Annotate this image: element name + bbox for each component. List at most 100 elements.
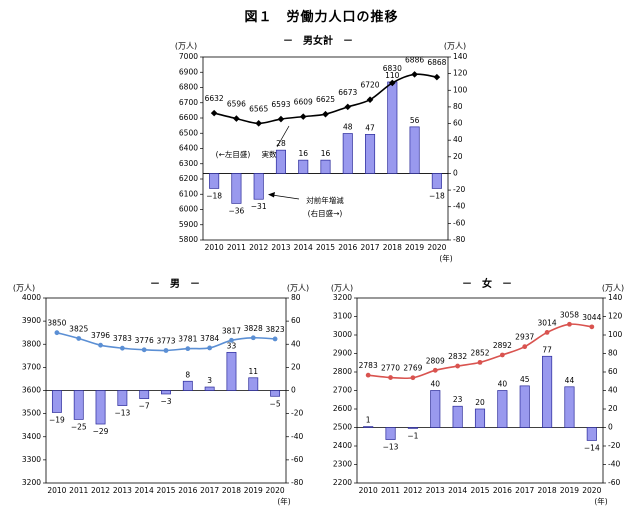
chart-title: － 女 － — [462, 277, 512, 290]
actual-point — [344, 103, 352, 111]
change-bar — [320, 159, 331, 174]
right-tick-label: -40 — [608, 460, 620, 469]
right-tick-label: 40 — [291, 339, 301, 348]
x-tick-label: 2012 — [249, 243, 268, 252]
right-tick-label: 120 — [453, 69, 468, 78]
left-tick-label: 2200 — [333, 478, 352, 487]
right-tick-label: 20 — [453, 152, 463, 161]
actual-point — [207, 345, 213, 351]
actual-point — [141, 347, 147, 353]
x-tick-label: 2013 — [426, 486, 445, 495]
right-tick-label: 60 — [291, 316, 301, 325]
change-bar — [182, 380, 193, 391]
actual-point — [499, 352, 505, 358]
left-tick-label: 2700 — [333, 386, 352, 395]
actual-point — [432, 367, 438, 373]
left-tick-label: 2300 — [333, 460, 352, 469]
change-bar-label: 110 — [385, 71, 400, 80]
left-axis-unit: (万人) — [175, 42, 197, 51]
change-bar-label: −13 — [114, 409, 130, 418]
x-tick-label: 2010 — [47, 486, 66, 495]
change-bar-label: −25 — [71, 422, 87, 431]
change-bar-label: 44 — [565, 376, 575, 385]
left-tick-label: 3900 — [22, 316, 41, 325]
left-tick-label: 3200 — [333, 293, 352, 302]
x-tick-label: 2015 — [156, 486, 175, 495]
change-bar-label: −31 — [251, 202, 267, 211]
actual-point — [455, 363, 461, 369]
left-axis-unit: (万人) — [13, 284, 35, 293]
x-tick-label: 2019 — [405, 243, 424, 252]
right-tick-label: -20 — [608, 441, 620, 450]
left-tick-label: 3800 — [22, 339, 41, 348]
actual-point-label: 3781 — [178, 335, 197, 344]
actual-point-label: 6625 — [316, 95, 335, 104]
actual-point-label: 3783 — [113, 334, 132, 343]
actual-point — [410, 375, 416, 381]
change-bar — [342, 133, 353, 174]
x-tick-label: 2016 — [338, 243, 357, 252]
actual-point-label: 3014 — [538, 318, 557, 327]
x-tick-label: 2016 — [178, 486, 197, 495]
actual-point — [277, 115, 285, 123]
right-tick-label: 0 — [291, 386, 296, 395]
left-tick-label: 3500 — [22, 409, 41, 418]
figure-title: 図１ 労働力人口の推移 — [244, 10, 399, 25]
left-tick-label: 3700 — [22, 362, 41, 371]
change-bar — [226, 351, 237, 391]
right-scale-note: (右目盛→) — [308, 208, 343, 218]
actual-point-label: 3784 — [200, 334, 219, 343]
x-tick-label: 2014 — [135, 486, 154, 495]
actual-point — [388, 375, 393, 380]
x-tick-label: 2015 — [470, 486, 489, 495]
change-bar-label: −29 — [93, 427, 109, 436]
right-tick-label: 80 — [291, 293, 301, 302]
left-tick-label: 7000 — [179, 52, 198, 61]
x-tick-label: 2014 — [448, 486, 467, 495]
actual-point-label: 2852 — [470, 348, 489, 357]
change-bar — [139, 390, 150, 399]
actual-point-label: 3773 — [156, 336, 175, 345]
actual-point — [389, 79, 396, 87]
change-bar — [430, 390, 441, 428]
chart-title: － 男女計 － — [283, 34, 353, 47]
actual-point — [76, 336, 82, 341]
change-bar — [298, 159, 309, 174]
left-tick-label: 5900 — [179, 220, 198, 229]
actual-note-leader — [276, 125, 290, 148]
x-axis-unit: (年) — [594, 496, 607, 506]
right-tick-label: 100 — [453, 85, 468, 94]
right-tick-label: 20 — [291, 362, 301, 371]
change-bar — [204, 386, 215, 391]
right-tick-label: -60 — [608, 478, 620, 487]
actual-point — [411, 71, 418, 78]
change-bar-label: 45 — [520, 375, 530, 384]
left-scale-note: (←左目盛) — [216, 149, 251, 159]
right-tick-label: 100 — [608, 330, 623, 339]
right-tick-label: -20 — [291, 409, 303, 418]
change-bar — [363, 426, 374, 428]
change-bar — [209, 173, 220, 189]
actual-point — [365, 372, 371, 378]
change-bar-label: −1 — [407, 431, 418, 440]
actual-point — [163, 348, 169, 353]
actual-point-label: 6720 — [360, 81, 379, 90]
actual-point-label: 6673 — [338, 88, 357, 97]
change-bar — [51, 390, 62, 413]
right-tick-label: 60 — [608, 367, 618, 376]
actual-point — [366, 96, 374, 103]
change-bar-label: −18 — [206, 191, 222, 200]
x-tick-label: 2011 — [69, 486, 88, 495]
change-bar — [474, 408, 486, 428]
right-tick-label: -60 — [453, 218, 465, 227]
x-tick-label: 2014 — [294, 243, 313, 252]
actual-point — [229, 337, 234, 343]
change-bar — [161, 390, 171, 395]
change-bar — [270, 390, 281, 397]
right-tick-label: 140 — [608, 293, 623, 302]
actual-point-label: 6609 — [294, 98, 313, 107]
actual-point-label: 2832 — [448, 352, 467, 361]
right-tick-label: 80 — [453, 102, 463, 111]
